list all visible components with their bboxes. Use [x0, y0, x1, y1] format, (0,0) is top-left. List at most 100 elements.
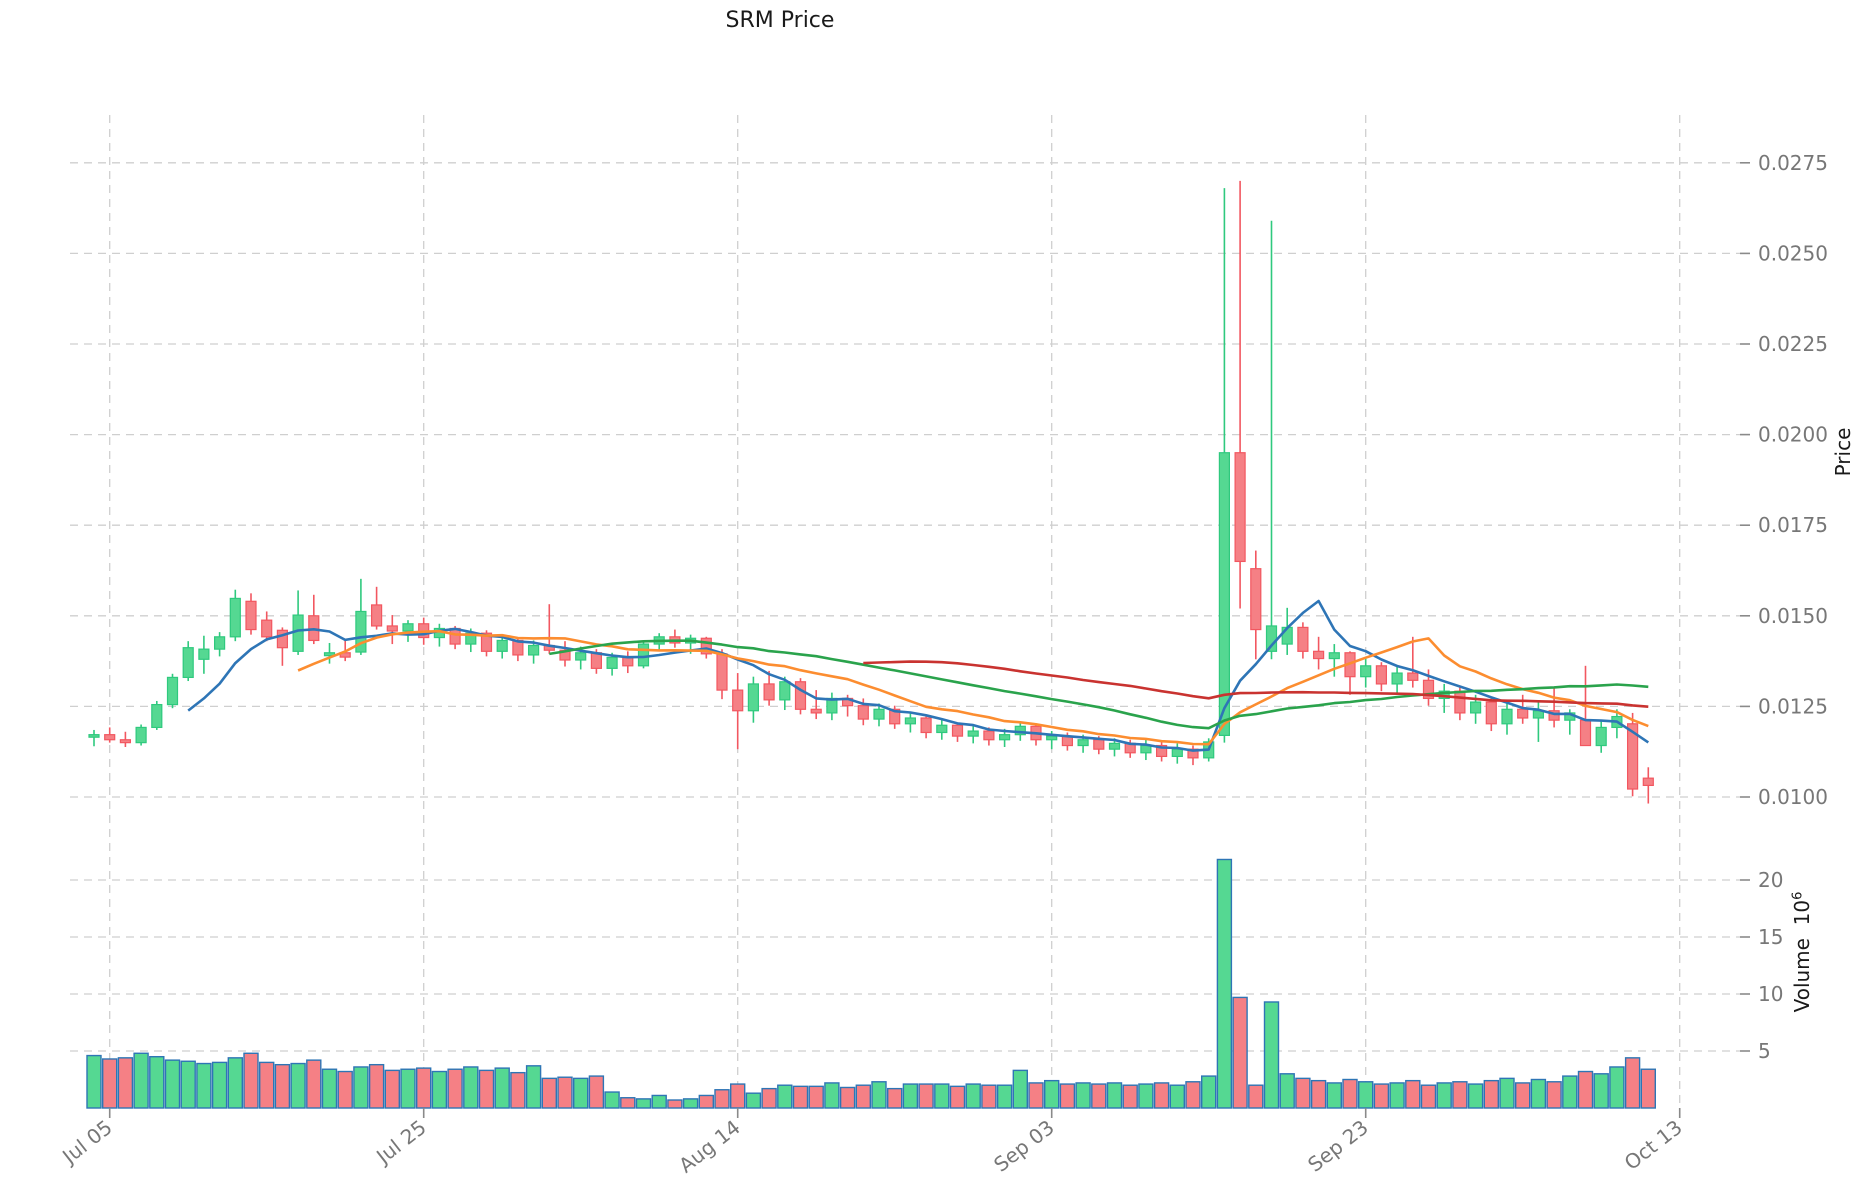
candle-body [606, 656, 618, 669]
volume-bar [306, 1059, 322, 1109]
volume-bar [1248, 1084, 1264, 1109]
volume-bar [1075, 1082, 1091, 1109]
volume-bar [368, 1063, 385, 1109]
price-tick-label: 0.0200 [1758, 423, 1828, 447]
volume-axis-label: Volume 106 [1790, 872, 1814, 1032]
price-axis-label: Price [1831, 427, 1855, 477]
volume-bar [573, 1077, 589, 1109]
volume-bar [808, 1085, 824, 1109]
volume-bar [400, 1068, 416, 1109]
ma-line-ma-green [549, 639, 1649, 730]
volume-bar [824, 1082, 840, 1109]
price-tick-label: 0.0125 [1758, 694, 1828, 718]
volume-bar [965, 1083, 981, 1109]
volume-bar [1091, 1083, 1107, 1109]
candle-body [575, 652, 587, 661]
candle-body [1108, 742, 1121, 750]
candle-body [104, 734, 116, 741]
candle-body [951, 724, 964, 737]
volume-bar [337, 1070, 353, 1109]
candle-body [261, 619, 273, 638]
price-tick-label: 0.0225 [1758, 332, 1828, 356]
volume-bar [463, 1066, 479, 1109]
candle-body [1250, 568, 1262, 631]
candle-body [1642, 777, 1654, 787]
candle-body [700, 637, 712, 655]
date-tick-label: Sep 23 [1303, 1115, 1373, 1177]
candle-body [119, 739, 132, 744]
volume-axis-label-exponent: 6 [1790, 891, 1806, 900]
candle-body [936, 724, 948, 734]
volume-bar [384, 1069, 400, 1109]
candle-body [1187, 748, 1199, 759]
date-tick-label: Jul 05 [56, 1115, 116, 1170]
volume-bar [855, 1084, 871, 1109]
candle-body [1501, 708, 1513, 725]
candle-body [166, 676, 179, 706]
volume-bar [1405, 1079, 1421, 1109]
volume-bar [1640, 1068, 1657, 1109]
volume-axis-label-text: Volume [1790, 938, 1814, 1013]
date-tick-label: Oct 13 [1620, 1115, 1687, 1175]
candle-body [371, 604, 383, 627]
volume-bar [494, 1067, 510, 1109]
volume-bar [1185, 1081, 1201, 1109]
volume-bar [1624, 1057, 1641, 1109]
volume-bar [274, 1063, 291, 1109]
candle-body [747, 683, 760, 712]
volume-tick-label: 20 [1758, 868, 1783, 892]
candle-body [1595, 726, 1607, 747]
price-tick-label: 0.0250 [1758, 241, 1828, 265]
candle-body [1046, 735, 1058, 741]
volume-bar [1169, 1084, 1186, 1109]
candle-body [857, 705, 869, 720]
candle-body [1140, 744, 1152, 754]
candle-body [198, 648, 210, 660]
volume-bar [918, 1083, 934, 1109]
volume-bar [259, 1061, 275, 1109]
candle-body [1485, 701, 1497, 725]
candle-body [1093, 739, 1105, 750]
volume-bar [86, 1054, 102, 1109]
volume-bar [478, 1069, 495, 1109]
volume-bar [149, 1055, 165, 1109]
volume-bar [1122, 1084, 1138, 1109]
volume-bar [934, 1083, 950, 1109]
volume-bar [620, 1097, 636, 1109]
volume-tick-label: 10 [1758, 982, 1783, 1006]
volume-bar [761, 1087, 777, 1109]
volume-bar [588, 1075, 605, 1109]
candle-body [1517, 708, 1529, 719]
volume-bar [1546, 1081, 1562, 1109]
volume-bar [196, 1062, 212, 1109]
volume-bars-layer [86, 858, 1657, 1109]
volume-bar [557, 1076, 573, 1109]
volume-bar [1138, 1083, 1154, 1109]
volume-bar [290, 1062, 306, 1109]
volume-bar [1373, 1083, 1390, 1109]
volume-tick-label: 15 [1758, 925, 1783, 949]
candle-body [151, 703, 163, 729]
volume-bar [887, 1087, 903, 1109]
volume-bar [1609, 1066, 1625, 1109]
axis-labels-layer: 0.0275 0.0250 0.0225 0.0200 0.0175 0.0150 0.01… [56, 151, 1828, 1178]
candle-body [1391, 672, 1403, 685]
volume-bar [1153, 1082, 1170, 1109]
volume-bar [745, 1092, 762, 1109]
candle-body [637, 643, 650, 667]
axis-ticks-layer [108, 162, 1750, 1118]
volume-bar [1216, 858, 1233, 1109]
candle-body [1014, 725, 1026, 736]
candle-body [763, 683, 775, 701]
volume-bar [949, 1085, 966, 1109]
candle-body [904, 717, 917, 725]
volume-bar [730, 1083, 746, 1109]
volume-bar [714, 1089, 730, 1109]
candle-body [1407, 672, 1419, 681]
candle-body [1297, 626, 1309, 652]
volume-bar [541, 1077, 557, 1109]
candle-body [810, 708, 822, 714]
candle-body [1077, 739, 1089, 747]
volume-axis-label-base: 10 [1790, 899, 1814, 926]
